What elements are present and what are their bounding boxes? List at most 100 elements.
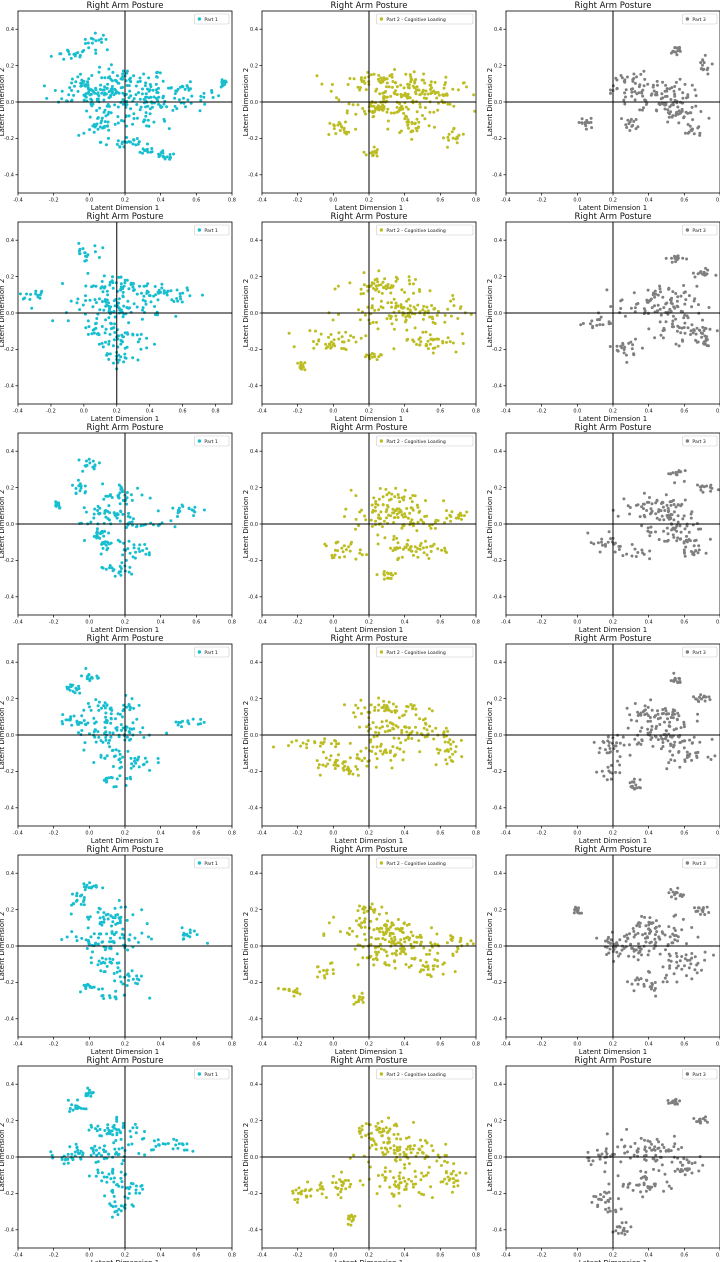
y-axis-label: Latent Dimension 2 <box>242 279 250 348</box>
data-point <box>404 1185 408 1188</box>
data-point <box>436 547 440 551</box>
data-point <box>355 767 359 771</box>
data-point <box>141 549 145 552</box>
data-point <box>130 1203 134 1207</box>
y-tick-label: 0.2 <box>6 696 14 702</box>
data-point <box>377 703 381 707</box>
data-point <box>386 286 390 289</box>
data-point <box>76 1148 80 1152</box>
data-point <box>381 306 385 310</box>
data-point <box>633 737 637 741</box>
data-point <box>397 108 401 112</box>
x-tick-label: 0.4 <box>401 198 409 204</box>
legend-marker <box>685 861 690 865</box>
data-point <box>672 325 675 329</box>
data-point <box>160 286 164 290</box>
data-point <box>151 1148 155 1152</box>
data-point <box>605 751 609 755</box>
data-point <box>703 958 707 962</box>
data-point <box>672 914 676 918</box>
data-point <box>697 695 701 699</box>
data-point <box>94 884 98 887</box>
data-point <box>292 345 296 349</box>
data-point <box>642 513 646 517</box>
data-point <box>386 919 390 923</box>
data-point <box>379 942 382 946</box>
data-point <box>398 1148 402 1152</box>
data-point <box>430 709 434 713</box>
data-point <box>398 747 402 751</box>
data-point <box>456 1184 460 1188</box>
panel-title: Right Arm Posture <box>575 845 652 855</box>
data-point <box>428 289 432 293</box>
data-point <box>376 927 380 931</box>
data-point <box>94 51 98 55</box>
data-point <box>132 97 136 101</box>
data-point <box>658 518 662 522</box>
data-point <box>374 500 378 503</box>
data-point <box>76 297 80 301</box>
x-axis-label: Latent Dimension 1 <box>579 415 648 423</box>
data-point <box>363 313 367 317</box>
x-tick-label: -0.2 <box>537 409 547 415</box>
data-point <box>182 101 186 105</box>
data-point <box>116 712 120 716</box>
data-point <box>615 749 619 753</box>
data-point <box>357 524 360 528</box>
data-point <box>387 576 391 580</box>
data-point <box>104 711 108 715</box>
y-tick-label: 0.4 <box>250 871 258 877</box>
panel-r6c1: Right Arm Posture-0.4 -0.2 0.0 0.2 0.4 0.6 0.8… <box>0 1056 236 1262</box>
y-axis-label: Latent Dimension 2 <box>0 701 6 770</box>
data-point <box>411 705 415 709</box>
data-point <box>88 461 92 465</box>
data-point <box>402 1176 405 1180</box>
data-point <box>329 754 333 758</box>
data-point <box>706 72 710 76</box>
data-point <box>671 932 675 936</box>
data-point <box>107 301 110 305</box>
data-point <box>387 85 391 89</box>
data-point <box>217 94 221 98</box>
data-point <box>359 78 363 82</box>
data-point <box>709 489 713 493</box>
data-point <box>678 959 682 963</box>
data-point <box>165 105 169 109</box>
data-point <box>574 905 577 909</box>
data-point <box>370 503 374 507</box>
data-point <box>98 308 102 312</box>
data-point <box>145 336 149 340</box>
data-point <box>640 108 644 112</box>
data-point <box>89 1094 93 1098</box>
data-point <box>671 941 675 945</box>
data-point <box>88 115 92 119</box>
data-point <box>429 941 433 945</box>
panel-title: Right Arm Posture <box>575 1056 652 1066</box>
data-point <box>648 716 652 719</box>
data-point <box>87 1091 91 1095</box>
x-tick-label: 0.6 <box>436 409 444 415</box>
data-point <box>375 757 379 761</box>
x-axis-label: Latent Dimension 1 <box>579 1048 648 1056</box>
panel-r1c3: Right Arm Posture-0.4-0.20.00.20.40.60.8… <box>486 1 720 212</box>
data-point <box>654 530 657 534</box>
data-point <box>676 939 679 943</box>
data-point <box>105 779 109 783</box>
data-point <box>68 688 72 692</box>
data-point <box>121 315 125 319</box>
data-point <box>66 1161 70 1165</box>
data-point <box>665 526 669 530</box>
data-point <box>390 941 394 945</box>
data-point <box>176 515 179 518</box>
data-point <box>177 720 181 724</box>
data-point <box>703 53 707 57</box>
data-point <box>654 512 658 516</box>
x-tick-label: -0.2 <box>49 831 59 837</box>
data-points <box>60 667 206 789</box>
data-point <box>696 551 700 555</box>
data-point <box>363 76 367 80</box>
data-point <box>372 957 375 961</box>
data-point <box>669 716 673 719</box>
data-point <box>314 329 317 333</box>
